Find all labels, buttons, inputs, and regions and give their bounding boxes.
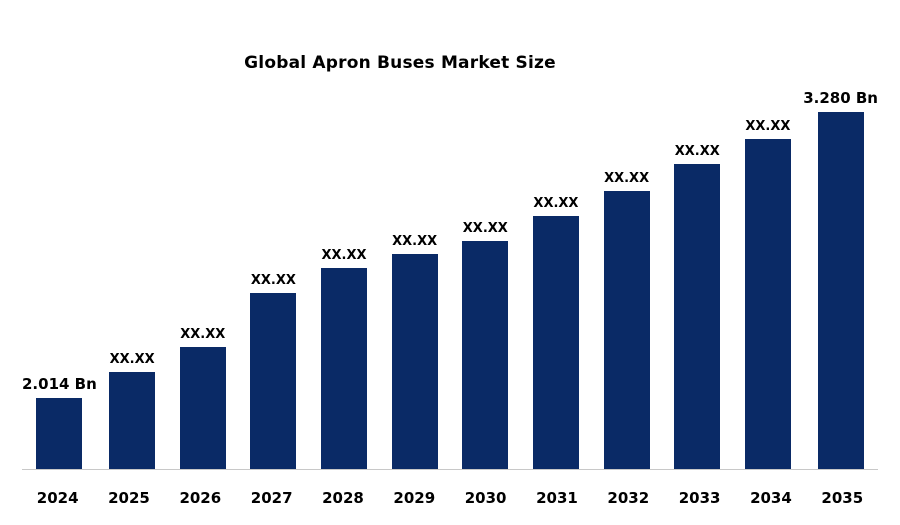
bar-column: XX.XX — [733, 85, 804, 469]
bar-value-label: XX.XX — [462, 221, 508, 236]
x-axis-label: 2031 — [536, 489, 578, 507]
x-axis-label: 2025 — [108, 489, 150, 507]
bar-column: XX.XX — [97, 85, 168, 469]
bar-value-label: XX.XX — [604, 171, 650, 186]
bar-value-label: XX.XX — [674, 144, 720, 159]
bar-column: XX.XX — [521, 85, 592, 469]
bar-column: XX.XX — [591, 85, 662, 469]
bar-column: XX.XX — [450, 85, 521, 469]
x-axis-label: 2029 — [393, 489, 436, 507]
bar-value-label: XX.XX — [250, 273, 296, 288]
bar — [109, 372, 156, 469]
bar-column: 2.014 Bn — [22, 85, 97, 469]
bar-value-label: XX.XX — [745, 119, 791, 134]
bar-value-label: 2.014 Bn — [22, 375, 97, 393]
x-axis-label: 2024 — [36, 489, 79, 507]
x-axis-label: 2034 — [750, 489, 792, 507]
x-axis-label: 2026 — [179, 489, 222, 507]
bar-column: XX.XX — [238, 85, 309, 469]
x-axis-label: 2033 — [678, 489, 721, 507]
bar — [36, 398, 83, 469]
bar-value-label: XX.XX — [392, 234, 438, 249]
bar-value-label: XX.XX — [180, 327, 226, 342]
x-axis-label: 2032 — [607, 489, 650, 507]
x-axis-label: 2030 — [464, 489, 507, 507]
bar-column: XX.XX — [379, 85, 450, 469]
bar-column: XX.XX — [309, 85, 380, 469]
bar-column: XX.XX — [167, 85, 238, 469]
bar-column: XX.XX — [662, 85, 733, 469]
bar — [744, 139, 791, 469]
bar — [250, 293, 297, 469]
x-axis-label: 2027 — [250, 489, 293, 507]
bar-value-label: XX.XX — [109, 352, 155, 367]
bar-column: 3.280 Bn — [803, 85, 878, 469]
bar — [179, 347, 226, 469]
bar-value-label: 3.280 Bn — [803, 89, 878, 107]
chart-title: Global Apron Buses Market Size — [244, 53, 556, 73]
bar — [817, 112, 864, 469]
plot-area: 2.014 Bn XX.XX XX.XX XX.XX XX.XX XX.XX XX.XX XX… — [22, 85, 878, 470]
bar — [321, 268, 368, 469]
x-axis-label: 2028 — [322, 489, 364, 507]
x-axis-label: 2035 — [821, 489, 864, 507]
bar — [674, 164, 721, 469]
bar-value-label: XX.XX — [321, 248, 367, 263]
bar — [532, 216, 579, 469]
bar — [462, 241, 509, 469]
x-axis: 2024 2025 2026 2027 2028 2029 2030 2031 2032 2033… — [22, 489, 878, 507]
bar — [603, 191, 650, 469]
bar — [391, 254, 438, 469]
bar-value-label: XX.XX — [533, 196, 579, 211]
